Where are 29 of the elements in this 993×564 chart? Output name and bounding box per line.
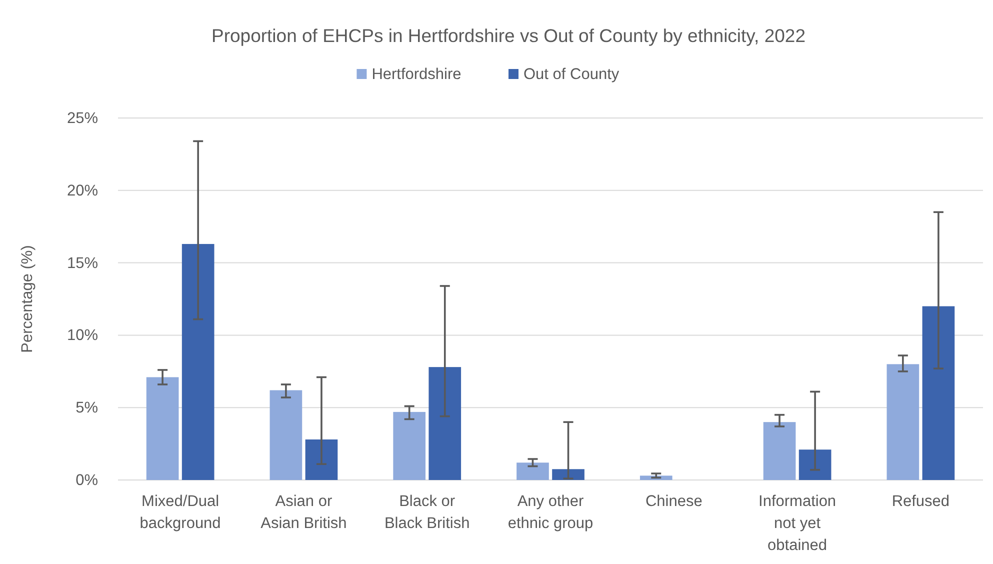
bar: [552, 469, 584, 480]
y-tick-label: 0%: [76, 472, 98, 489]
bar: [393, 412, 426, 480]
y-axis-title: Percentage (%): [19, 245, 36, 353]
x-tick-label: Any other ethnic group: [508, 493, 594, 532]
x-tick-label: Mixed/Dual background: [140, 493, 221, 532]
legend-label: Out of County: [524, 66, 620, 83]
bar: [146, 377, 179, 480]
bar: [270, 390, 302, 480]
bar: [182, 244, 214, 480]
chart-title: Proportion of EHCPs in Hertfordshire vs Out of County by ethnicity, 2022: [212, 25, 806, 46]
legend-label: Hertfordshire: [372, 66, 462, 83]
y-tick-label: 15%: [66, 254, 98, 272]
y-tick-label: 20%: [66, 182, 98, 200]
x-tick-label: Information not yet obtained: [758, 493, 836, 554]
bar: [763, 422, 796, 480]
x-tick-label: Asian or Asian British: [260, 493, 347, 532]
bar: [922, 306, 955, 480]
y-tick-label: 10%: [66, 327, 98, 344]
x-tick-label: Black or Black British: [384, 493, 470, 532]
bar: [305, 439, 338, 480]
bar: [428, 367, 462, 480]
bar: [516, 462, 549, 480]
x-tick-label: Refused: [892, 493, 950, 510]
x-tick-label: Chinese: [645, 493, 702, 510]
bar: [886, 364, 920, 480]
y-tick-label: 5%: [76, 400, 98, 417]
bar: [798, 450, 832, 480]
y-tick-label: 25%: [66, 110, 98, 127]
